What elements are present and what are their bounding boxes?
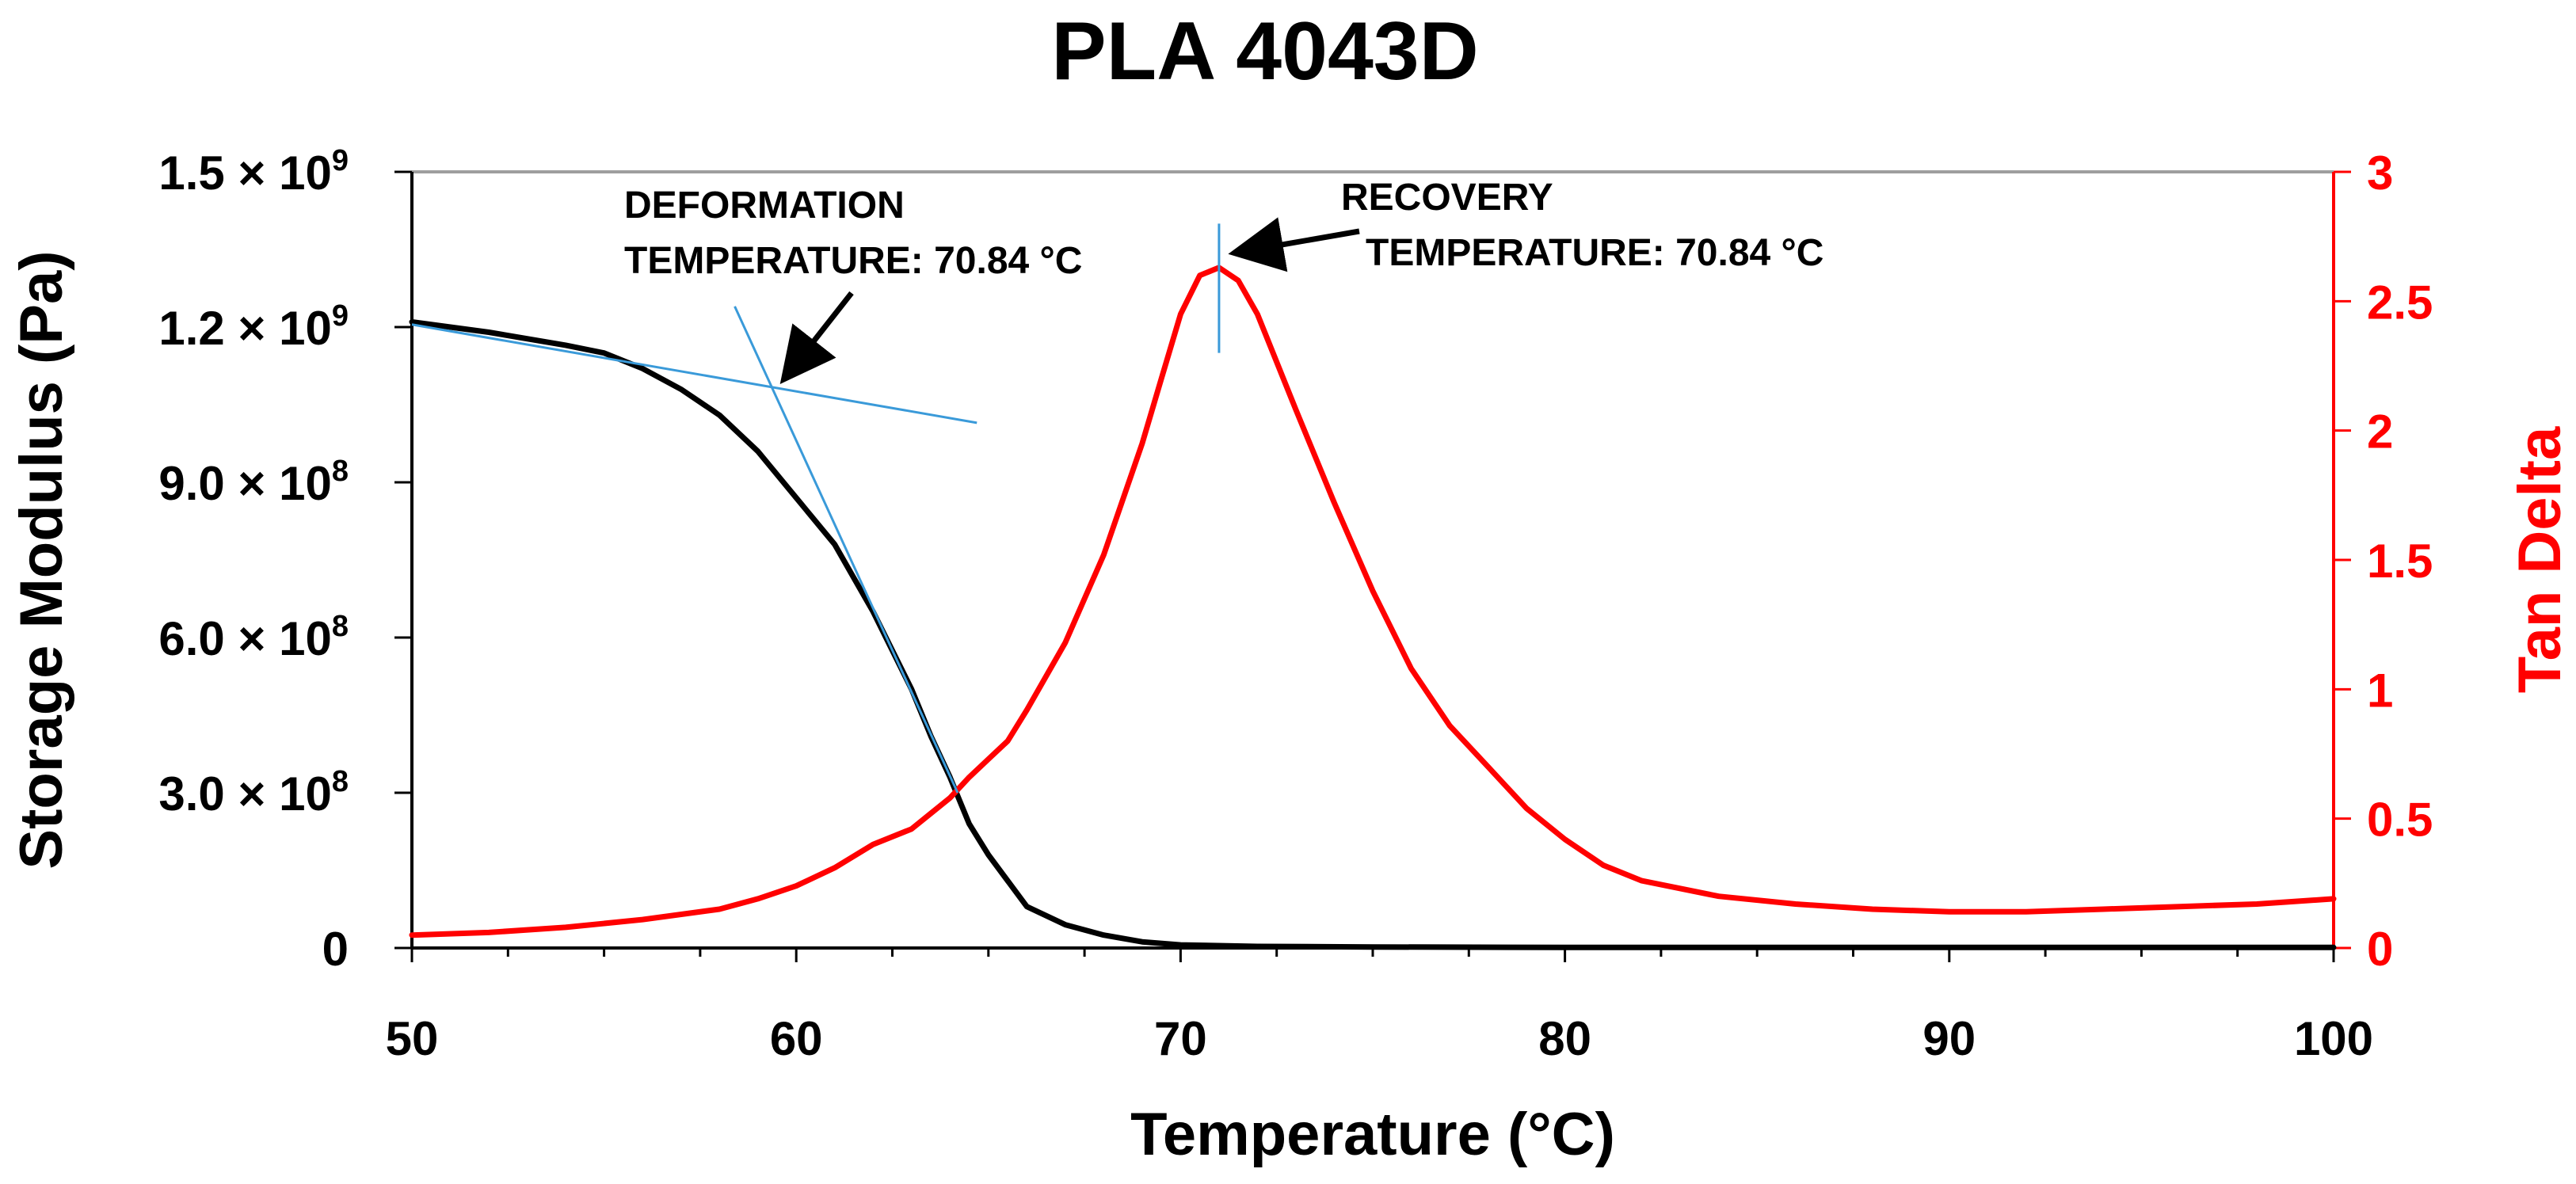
series-group bbox=[409, 265, 2337, 950]
recovery-annotation: RECOVERY TEMPERATURE: 70.84 °C bbox=[1228, 177, 1823, 274]
y2-tick-label: 2.5 bbox=[2367, 276, 2433, 329]
y-tick-exponent: 9 bbox=[332, 299, 349, 333]
y2-tick-label: 3 bbox=[2367, 147, 2393, 200]
series-line-storage-modulus bbox=[409, 319, 2337, 950]
y-tick-exponent: 8 bbox=[332, 610, 349, 643]
recovery-arrow bbox=[1228, 217, 1360, 272]
recovery-label-line1: RECOVERY bbox=[1341, 177, 1553, 219]
x-tick-label: 100 bbox=[2294, 1012, 2373, 1065]
deformation-label-line2: TEMPERATURE: 70.84 °C bbox=[624, 240, 1082, 282]
x-tick-label: 60 bbox=[770, 1012, 823, 1065]
y2-tick-label: 0 bbox=[2367, 923, 2393, 976]
deformation-arrow bbox=[779, 291, 854, 385]
y2-tick-label: 0.5 bbox=[2367, 794, 2433, 847]
y-tick-exponent: 9 bbox=[332, 144, 349, 177]
x-tick-label: 70 bbox=[1154, 1012, 1207, 1065]
y2-ticks: 0 0.5 1 1.5 2 2.5 3 bbox=[2334, 147, 2433, 976]
glassy-tangent-line bbox=[411, 323, 977, 424]
deformation-annotation: DEFORMATION TEMPERATURE: 70.84 °C bbox=[624, 185, 1082, 385]
y-tick-label: 3.0 × 108 bbox=[158, 765, 349, 820]
y2-tick-label: 2 bbox=[2367, 405, 2393, 459]
chart-title: PLA 4043D bbox=[1051, 6, 1479, 97]
x-ticks: 50 60 70 80 90 100 bbox=[386, 948, 2373, 1065]
x-tick-label: 50 bbox=[386, 1012, 439, 1065]
y2-axis-label: Tan Delta bbox=[2506, 426, 2574, 693]
y-ticks: 0 3.0 × 108 6.0 × 108 9.0 × 108 1.2 × 109 1.5… bbox=[158, 144, 412, 976]
y-tick-label: 1.5 × 109 bbox=[158, 144, 349, 200]
x-axis-label: Temperature (°C) bbox=[1130, 1101, 1615, 1168]
y-tick-label: 0 bbox=[322, 923, 349, 976]
series-line-tan-delta bbox=[409, 265, 2337, 938]
y2-tick-label: 1 bbox=[2367, 664, 2393, 717]
x-tick-label: 90 bbox=[1922, 1012, 1976, 1065]
y2-tick-label: 1.5 bbox=[2367, 535, 2433, 588]
deformation-label-line1: DEFORMATION bbox=[624, 185, 905, 227]
y-tick-exponent: 8 bbox=[332, 455, 349, 488]
y-tick-label: 9.0 × 108 bbox=[158, 455, 349, 510]
tangent-lines bbox=[411, 223, 1221, 794]
y-tick-exponent: 8 bbox=[332, 765, 349, 798]
recovery-label-line2: TEMPERATURE: 70.84 °C bbox=[1366, 232, 1823, 274]
x-tick-label: 80 bbox=[1538, 1012, 1591, 1065]
transition-tangent-line bbox=[734, 306, 959, 794]
y-tick-label: 6.0 × 108 bbox=[158, 610, 349, 665]
y-axis-label: Storage Modulus (Pa) bbox=[8, 250, 75, 869]
y-tick-label: 1.2 × 109 bbox=[158, 299, 349, 355]
